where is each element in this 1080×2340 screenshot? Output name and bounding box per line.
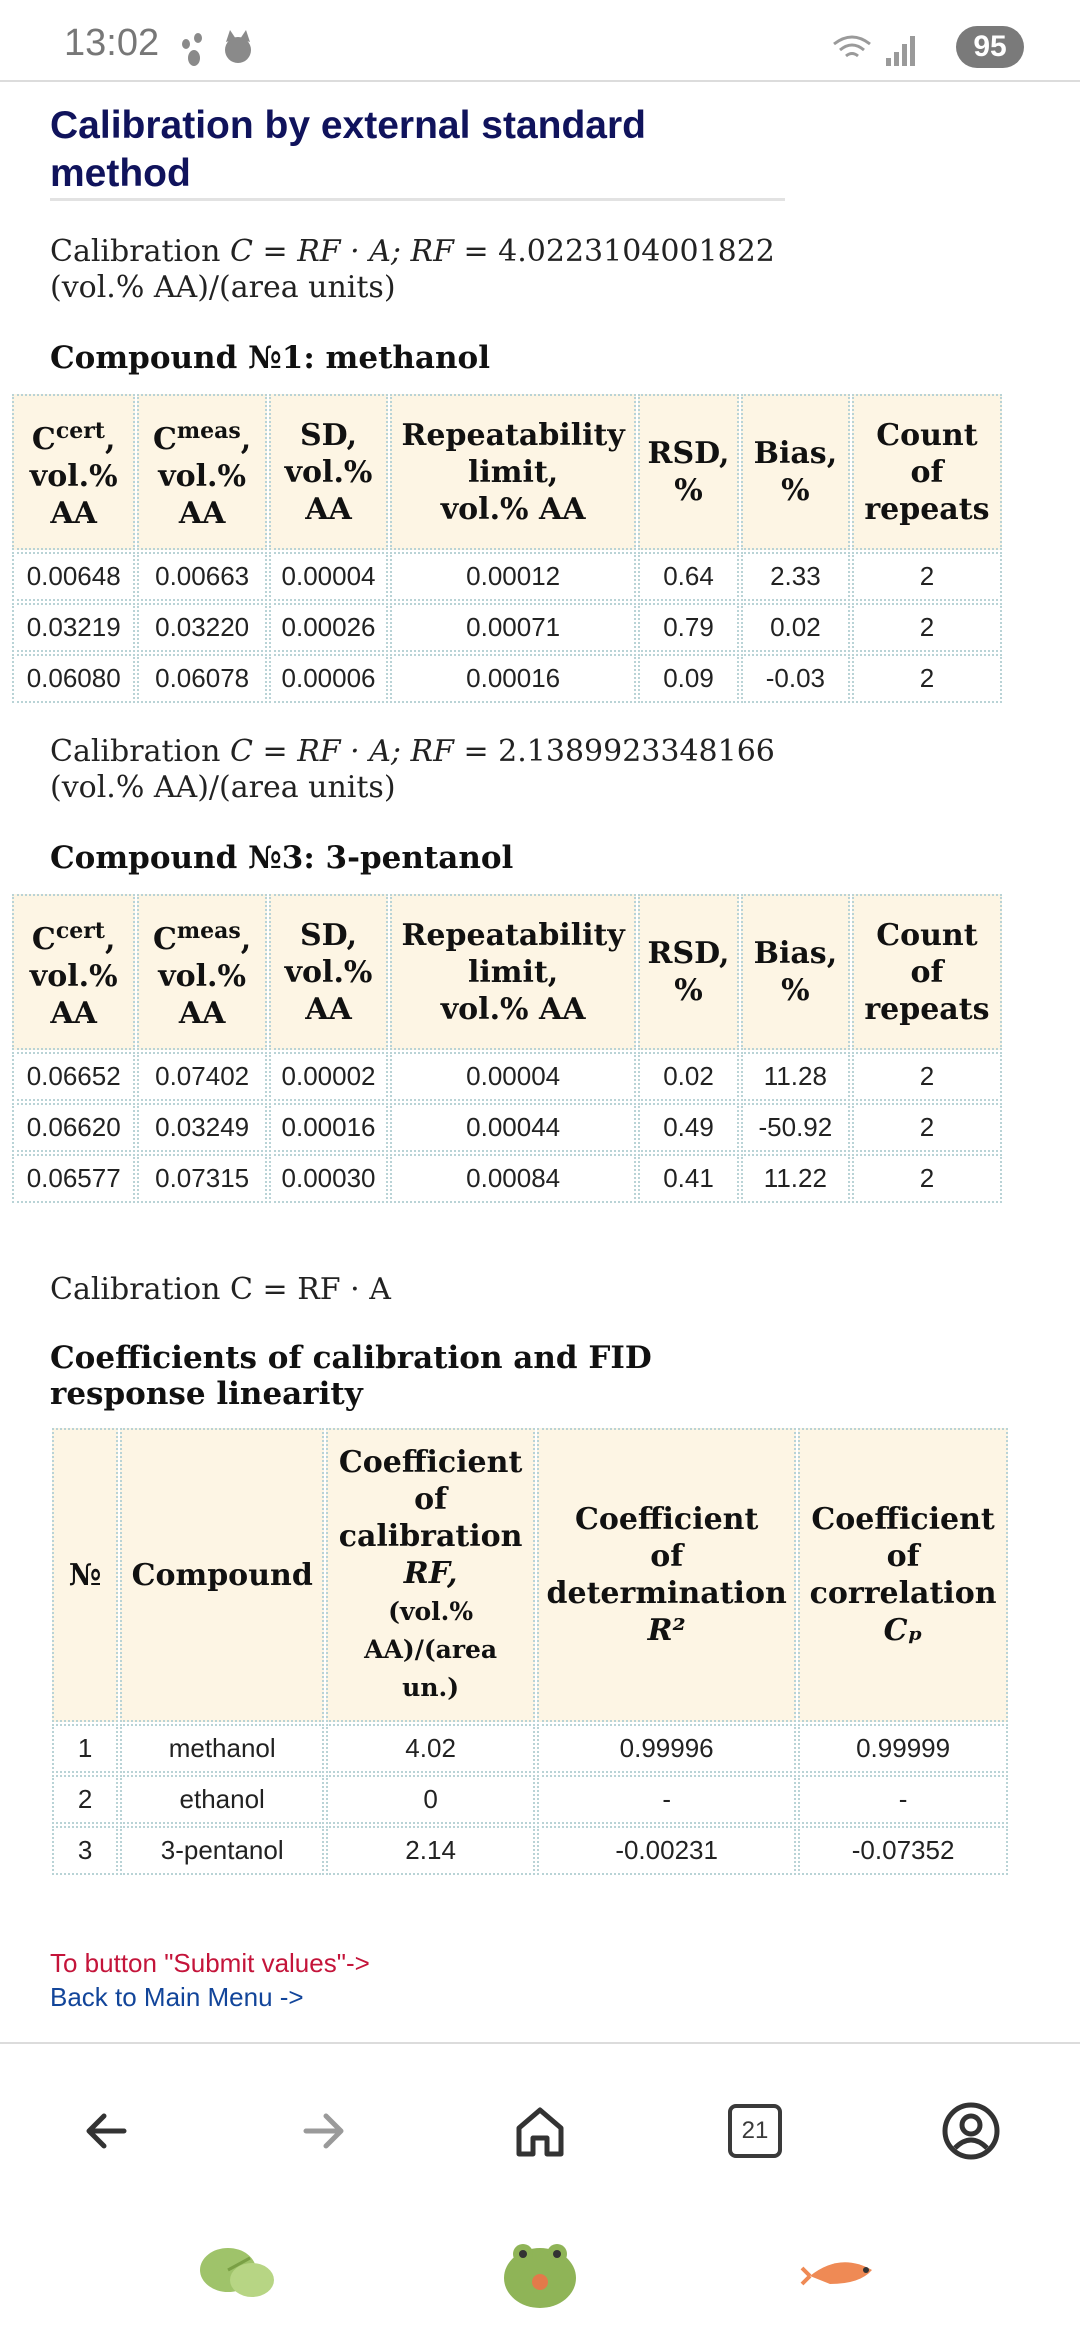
table-row: 0.03219 0.03220 0.00026 0.00071 0.79 0.02 2 [12,603,1002,652]
frog-app[interactable] [495,2232,585,2312]
status-left-icons [182,30,251,66]
back-arrow-icon [86,2113,127,2149]
compound-heading-1: Compound №1: methanol [50,340,491,376]
forward-arrow-icon [303,2113,344,2149]
status-right-icons [833,35,915,66]
col-compound: Compound [120,1428,325,1722]
status-bar: 13:02 95 [0,0,1080,82]
coefficients-table: № Compound Coefficient of calibration RF… [50,1426,1010,1877]
table-row: 0.06620 0.03249 0.00016 0.00044 0.49 -50.92 2 [12,1103,1002,1152]
col-rsd: RSD,% [638,394,739,550]
col-r2: Coefficient of determination R² [537,1428,797,1722]
col-c-meas: Cmeas, vol.% AA [137,894,267,1050]
col-repeatability: Repeatability limit, vol.% AA [390,394,637,550]
col-bias: Bias,% [740,394,850,550]
col-c-cert: Ccert, vol.% AA [12,894,136,1050]
cat-face-icon [225,30,251,63]
app-dock [0,2212,1080,2340]
page-title: Calibration by external standard method [50,104,646,195]
shrimp-app[interactable] [800,2232,890,2312]
account-icon [942,2102,1000,2160]
calibration-formula-2: Calibration C = RF · A; RF = 2.138992334… [50,734,775,805]
submit-values-link[interactable]: To button "Submit values"-> [50,1948,370,1978]
compound-table-2: Ccert, vol.% AA Cmeas, vol.% AA SD, vol.% AA R… [10,892,1004,1205]
tabs-button[interactable]: 21 [720,2096,790,2166]
table-row: 1 methanol 4.02 0.99996 0.99999 [52,1724,1008,1773]
rf-units-1: (vol.% AA)/(area units) [50,270,396,305]
table-row: 2 ethanol 0- - [52,1775,1008,1824]
col-repeatability: Repeatability limit, vol.% AA [390,894,637,1050]
col-count: Count of repeats [851,894,1002,1050]
rf-value-2: 2.1389923348166 [498,734,775,769]
compound-table-1: Ccert, vol.% AA Cmeas, vol.% AA SD, vol.% AA R… [10,392,1004,705]
shrimp-icon [800,2262,872,2286]
col-c-cert: Ccert, vol.% AA [12,394,136,550]
table-row: 3 3-pentanol 2.14 -0.00231 -0.07352 [52,1826,1008,1875]
col-bias: Bias,% [740,894,850,1050]
coefficients-heading: Coefficients of calibration and FID resp… [50,1340,652,1412]
page-content: Calibration by external standard method … [0,82,1080,2042]
table-row: 0.06652 0.07402 0.00002 0.00004 0.02 11.28 2 [12,1052,1002,1101]
home-button[interactable] [505,2096,575,2166]
rf-value-1: 4.0223104001822 [498,234,775,269]
browser-nav-bar: 21 [0,2042,1080,2214]
col-number: № [52,1428,119,1722]
wifi-icon [833,35,871,58]
col-rf: Coefficient of calibration RF, (vol.% AA… [326,1428,536,1722]
back-to-main-menu-link[interactable]: Back to Main Menu -> [50,1982,304,2012]
tabs-icon: 21 [728,2104,782,2158]
battery-indicator: 95 [956,26,1024,68]
table-row: 0.00648 0.00663 0.00004 0.00012 0.64 2.33 2 [12,552,1002,601]
signal-icon [886,36,915,66]
lily-pad-icon [200,2248,274,2297]
back-button[interactable] [72,2096,142,2166]
home-icon [516,2107,564,2157]
lily-pad-app[interactable] [192,2232,282,2312]
account-button[interactable] [936,2096,1006,2166]
compound-heading-2: Compound №3: 3-pentanol [50,840,514,876]
title-divider [50,198,785,201]
col-rsd: RSD,% [638,894,739,1050]
table-row: 0.06080 0.06078 0.00006 0.00016 0.09 -0.03 2 [12,654,1002,703]
col-sd: SD, vol.% AA [268,894,389,1050]
paw-icon [182,33,202,66]
col-sd: SD, vol.% AA [268,394,389,550]
col-count: Count of repeats [851,394,1002,550]
table-row: 0.06577 0.07315 0.00030 0.00084 0.41 11.22 2 [12,1154,1002,1203]
col-c-meas: Cmeas, vol.% AA [137,394,267,550]
frog-icon [504,2244,576,2308]
calibration-formula-3: Calibration C = RF · A [50,1272,391,1307]
calibration-formula-1: Calibration C = RF · A; RF = 4.022310400… [50,234,775,305]
forward-button[interactable] [288,2096,358,2166]
col-cp: Coefficient of correlation Cₚ [798,1428,1008,1722]
rf-units-2: (vol.% AA)/(area units) [50,770,396,805]
status-time: 13:02 [64,22,160,64]
